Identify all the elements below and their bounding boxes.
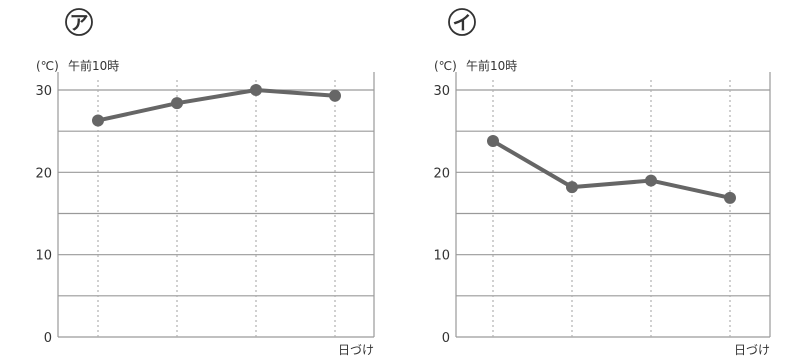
data-point [92,114,104,127]
y-tick-label: 10 [35,249,52,264]
series-line [97,88,336,123]
data-point [250,84,262,96]
unit-label: (℃) [36,59,59,73]
y-tick-label: 20 [433,166,450,181]
series-label: 午前10時 [466,58,517,73]
data-point [171,97,183,110]
y-tick-label: 30 [35,84,52,99]
panel-label: イ [452,12,471,34]
y-tick-label: 0 [44,331,52,346]
panel-1: ア (℃) 午前10時 0 10 20 30 日づけ [35,8,375,357]
series-label: 午前10時 [68,58,119,73]
y-tick-label: 30 [433,84,450,99]
series-line [491,139,731,200]
panel-label: ア [69,12,88,34]
y-tick-label: 10 [433,249,450,264]
data-point [645,174,657,187]
x-axis-label: 日づけ [338,343,374,357]
y-tick-label: 0 [442,331,450,346]
data-point [487,135,499,148]
data-point [566,181,578,194]
data-point [329,89,341,102]
data-point [724,191,736,204]
panel-label-circle [65,8,93,36]
panel-2: イ (℃) 午前10時 0 10 20 30 日づけ [433,8,771,357]
panel-label-circle [448,8,476,36]
x-axis-label: 日づけ [734,343,770,357]
unit-label: (℃) [434,59,457,73]
y-tick-label: 20 [35,166,52,181]
